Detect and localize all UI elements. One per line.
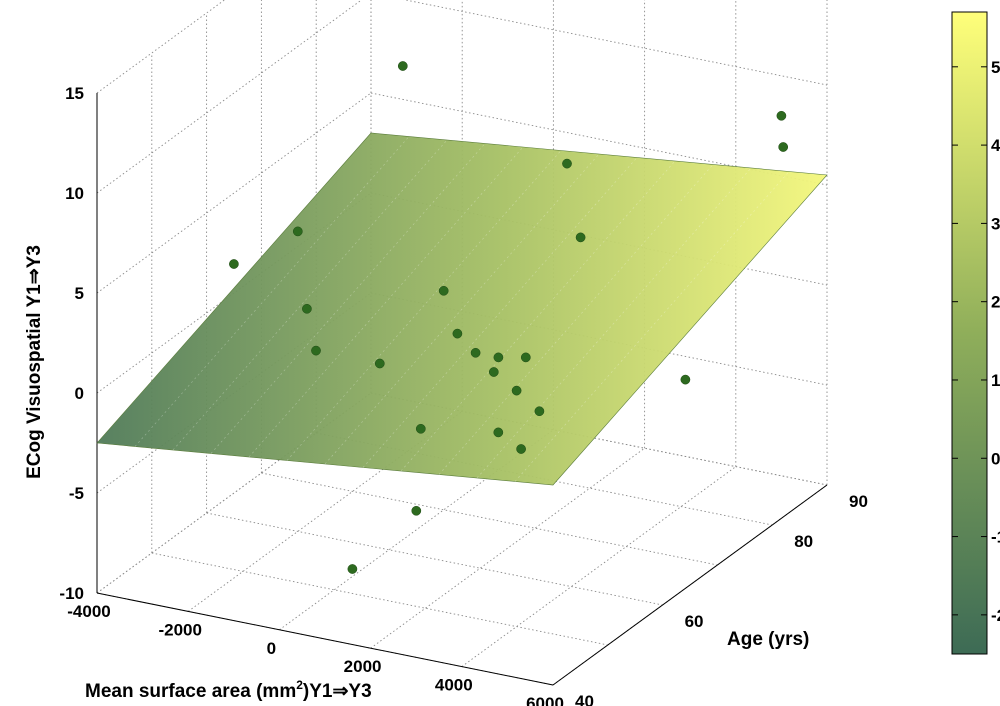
data-point — [347, 564, 358, 574]
y-tick-label: 60 — [685, 612, 704, 631]
data-point — [411, 505, 422, 516]
grid-line — [261, 472, 718, 566]
surface-mesh-line — [172, 139, 448, 451]
surface-mesh-line — [476, 167, 752, 479]
x-axis-label-end: )Y1⇒Y3 — [303, 681, 372, 702]
grid-line — [96, 92, 372, 294]
data-point — [311, 345, 321, 356]
x-tick-label: -4000 — [67, 602, 110, 621]
surface-plane — [96, 132, 828, 486]
data-point — [562, 158, 572, 169]
y-axis-line — [552, 484, 828, 686]
data-point — [374, 358, 385, 369]
data-point — [511, 385, 522, 396]
tick-labels: 15 10 5 0 -5 -10-4000 -2000 0 2000 4000 6000 40 60 80… — [59, 84, 868, 706]
grid-line — [206, 512, 663, 606]
colorbar-tick-label: 4 — [991, 136, 1000, 155]
y-tick-label: 40 — [575, 692, 594, 706]
grid-line — [96, 292, 372, 494]
grid-line — [370, 447, 645, 649]
grid-line — [187, 411, 463, 612]
surface-mesh-line — [400, 160, 676, 472]
x-tick-label: 4000 — [435, 676, 473, 695]
regression-surface — [96, 132, 828, 486]
surface-mesh-line — [134, 136, 410, 447]
colorbar-tick-label: 3 — [991, 214, 1000, 233]
colorbar-tick-label: 5 — [991, 58, 1000, 77]
grid-line — [96, 0, 363, 194]
grid-line — [96, 0, 226, 94]
z-tick-label: -10 — [59, 584, 84, 603]
surface-mesh-line — [248, 146, 524, 458]
y-axis-label: Age (yrs) — [727, 629, 809, 650]
data-point — [493, 352, 504, 363]
colorbar-tick-label: 0 — [991, 449, 1000, 468]
grid-line — [96, 192, 372, 394]
data-point — [470, 347, 481, 358]
data-point — [292, 226, 303, 237]
z-tick-label: 0 — [75, 384, 84, 403]
colorbar-tick-label: -1 — [991, 528, 1000, 547]
y-tick-label: 80 — [794, 532, 813, 551]
data-point — [488, 367, 499, 377]
surface-mesh-line — [210, 143, 486, 454]
colorbar-tick-label: 1 — [991, 371, 1000, 390]
x-axis-label-main: Mean surface area (mm — [85, 681, 296, 702]
grid-line — [96, 392, 372, 594]
data-point — [534, 406, 545, 417]
z-tick-label: -5 — [69, 484, 84, 503]
grid-line — [279, 429, 554, 631]
data-point — [575, 232, 586, 243]
colorbar-ticks: 5 4 3 2 1 0 -1 -2 — [952, 58, 1000, 625]
colorbar-tick-label: -2 — [991, 606, 1000, 625]
data-point — [778, 142, 789, 152]
z-tick-label: 5 — [75, 284, 84, 303]
surface-mesh-line — [438, 164, 714, 475]
z-tick-label: 10 — [65, 184, 84, 203]
data-point — [452, 328, 463, 339]
x-axis-line — [96, 592, 554, 686]
x-tick-label: -2000 — [158, 620, 201, 639]
grid-line — [403, 0, 828, 86]
grid-line — [370, 392, 828, 486]
z-tick-label: 15 — [65, 84, 84, 103]
surface-mesh-line — [514, 171, 790, 482]
x-axis-label-superscript: 2 — [296, 678, 303, 692]
data-point — [229, 259, 239, 269]
y-tick-label: 90 — [849, 492, 868, 511]
surface-mesh-line — [324, 153, 600, 465]
data-point — [520, 352, 531, 363]
data-point — [415, 423, 426, 434]
data-point — [397, 61, 408, 71]
grid-line — [370, 92, 828, 186]
surface-mesh-line — [286, 150, 562, 461]
x-tick-label: 2000 — [344, 657, 382, 676]
data-points — [229, 61, 789, 574]
data-point — [680, 374, 691, 385]
grid-line — [151, 552, 608, 646]
x-axis-label: Mean surface area (mm2)Y1⇒Y3 — [85, 678, 372, 702]
data-point — [516, 444, 526, 454]
surface-mesh-line — [362, 157, 638, 468]
colorbar-tick-label: 2 — [991, 293, 1000, 312]
data-point — [438, 285, 449, 296]
data-point — [776, 110, 787, 121]
x-tick-label: 6000 — [526, 694, 564, 706]
data-point — [302, 303, 312, 314]
x-tick-label: 0 — [267, 639, 276, 658]
grid-line — [461, 466, 737, 667]
data-point — [493, 427, 504, 438]
colorbar — [951, 11, 988, 655]
z-axis-label: ECog Visuospatial Y1⇒Y3 — [24, 245, 45, 479]
